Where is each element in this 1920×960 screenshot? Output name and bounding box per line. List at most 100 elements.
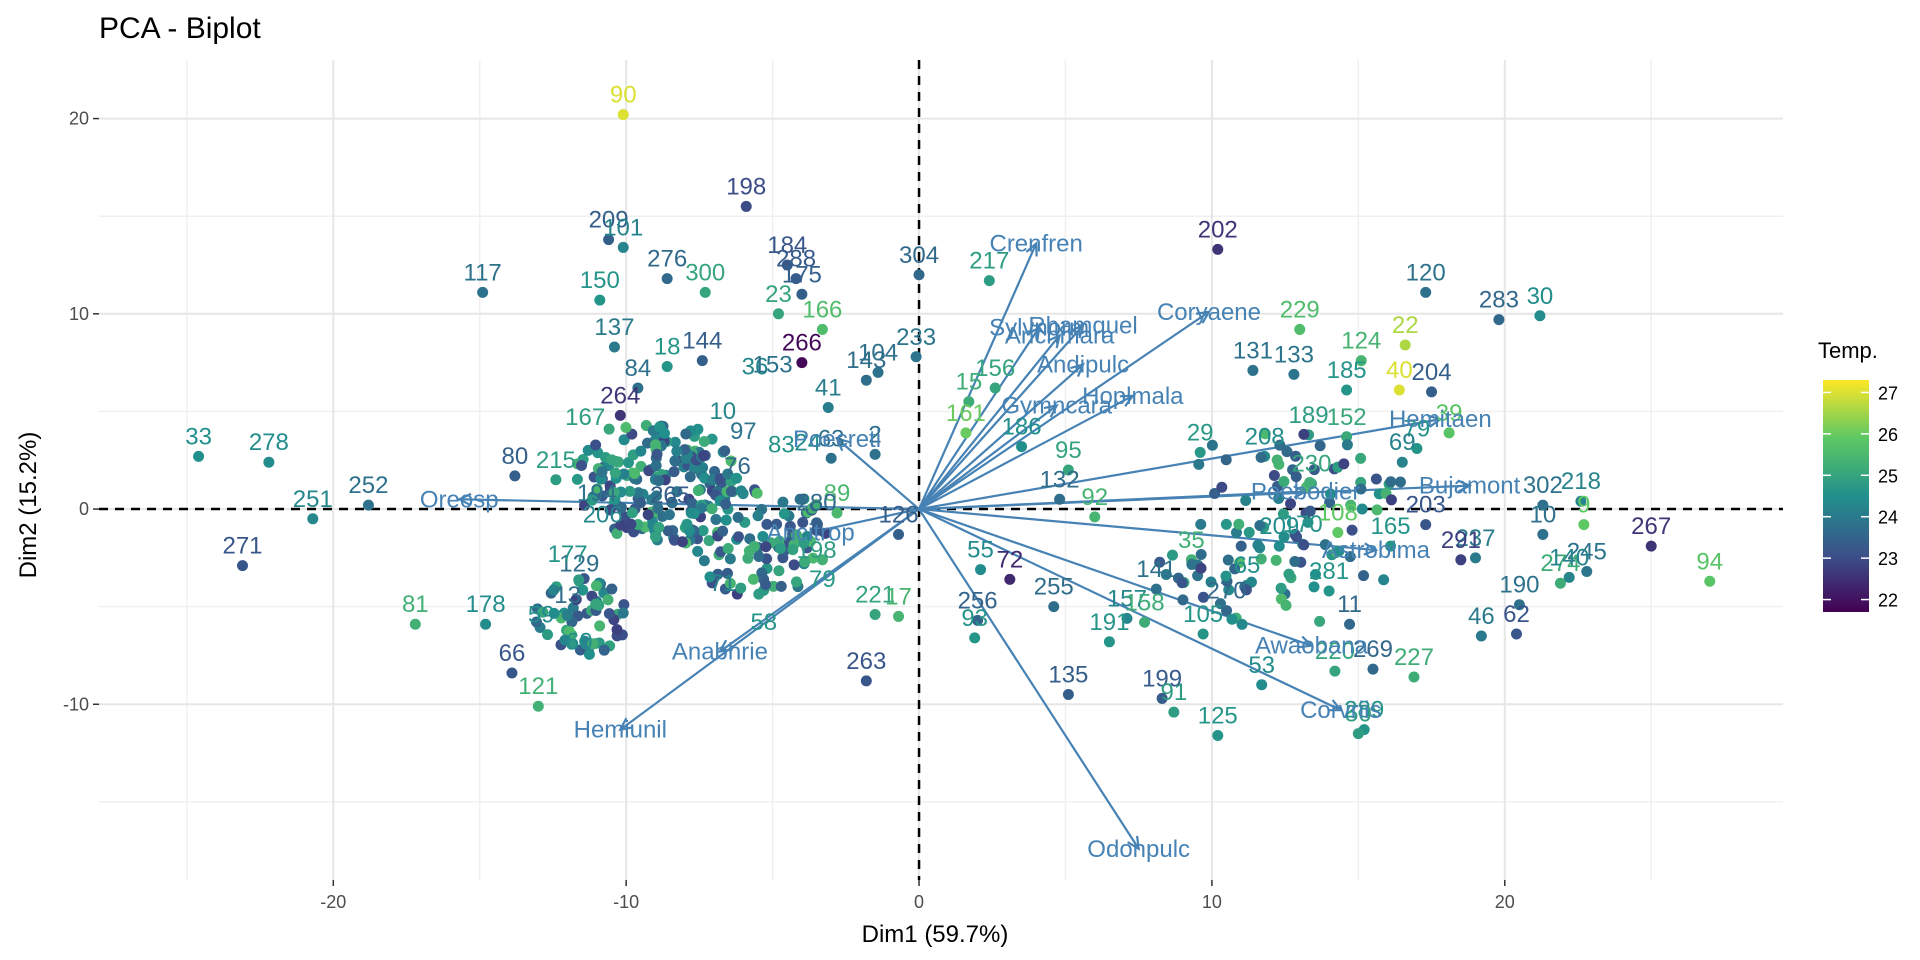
observation-point — [263, 456, 275, 468]
y-tick-label: 10 — [69, 304, 89, 324]
observation-label: 81 — [402, 591, 429, 618]
observation-label: 2 — [868, 421, 881, 448]
observation-point — [532, 700, 544, 712]
observation-label: 217 — [969, 248, 1009, 275]
observation-label: 36 — [742, 353, 769, 380]
observation-point — [1214, 598, 1226, 610]
variable-arrow-head — [1025, 241, 1038, 257]
observation-label: 199 — [1142, 665, 1182, 692]
observation-point — [747, 573, 759, 585]
observation-point — [799, 556, 811, 568]
observation-label: 157 — [1107, 585, 1147, 612]
observation-label: 166 — [802, 296, 842, 323]
observation-point — [1156, 692, 1168, 704]
observation-point — [604, 504, 616, 516]
observation-point — [1304, 476, 1316, 488]
observation-label: 17 — [885, 583, 912, 610]
observation-label: 276 — [647, 246, 687, 273]
observation-point — [913, 269, 925, 281]
observation-label: 263 — [846, 648, 886, 675]
observation-point — [477, 286, 489, 298]
observation-point — [685, 507, 697, 519]
observation-label: 288 — [776, 246, 816, 273]
observation-label: 289 — [1344, 697, 1384, 724]
observation-point — [609, 467, 621, 479]
observation-point — [1195, 549, 1207, 561]
observation-label: 55 — [967, 537, 994, 564]
observation-label: 302 — [1523, 472, 1563, 499]
observation-point — [571, 473, 583, 485]
observation-point — [617, 109, 629, 121]
variable-arrow-line — [918, 418, 1441, 511]
observation-point — [1378, 574, 1390, 586]
observation-point — [596, 466, 608, 478]
observation-point — [1194, 446, 1206, 458]
observation-point — [615, 519, 627, 531]
observation-point — [1288, 368, 1300, 380]
observation-point — [1319, 539, 1331, 551]
observation-point — [819, 527, 831, 539]
variable-arrow-line — [619, 508, 920, 731]
observation-label: 133 — [1274, 341, 1314, 368]
observation-point — [748, 540, 760, 552]
observation-point — [1346, 524, 1358, 536]
observation-point — [698, 555, 710, 567]
observation-point — [778, 508, 790, 520]
observation-point — [1197, 628, 1209, 640]
observation-point — [548, 584, 560, 596]
observation-label: 202 — [1198, 216, 1238, 243]
observation-label: 185 — [1327, 357, 1367, 384]
variable-arrow-line — [918, 508, 1342, 712]
observation-label: 9 — [1577, 492, 1590, 519]
observation-point — [1358, 570, 1370, 582]
observation-point — [617, 607, 629, 619]
observation-label: 108 — [1318, 499, 1358, 526]
variable-label: Anabhrie — [672, 639, 768, 666]
observation-point — [1220, 518, 1232, 530]
observation-point — [975, 564, 987, 576]
variable-label: Poecreti — [793, 426, 881, 453]
observation-point — [1275, 582, 1287, 594]
variable-arrow-head — [1047, 333, 1062, 349]
observation-point — [703, 535, 715, 547]
observation-point — [710, 513, 722, 525]
observation-point — [1385, 494, 1397, 506]
observation-label: 59 — [528, 601, 555, 628]
observation-point — [606, 583, 618, 595]
observation-point — [1308, 581, 1320, 593]
observation-point — [1367, 663, 1379, 675]
observation-point — [653, 475, 665, 487]
observation-point — [969, 632, 981, 644]
observation-point — [816, 323, 828, 335]
observation-point — [1103, 636, 1115, 648]
observation-point — [1371, 504, 1383, 516]
variable-arrow-head — [1127, 835, 1141, 851]
observation-point — [1230, 527, 1242, 539]
observation-point — [684, 471, 696, 483]
observation-point — [1216, 481, 1228, 493]
observation-point — [590, 598, 602, 610]
observation-point — [1356, 503, 1368, 515]
observation-point — [872, 366, 884, 378]
variable-arrow-line — [918, 324, 1084, 510]
observation-label: 150 — [580, 267, 620, 294]
observation-point — [869, 608, 881, 620]
observation-label: 62 — [1503, 601, 1530, 628]
observation-point — [618, 434, 630, 446]
x-axis-title: Dim1 (59.7%) — [862, 921, 1009, 948]
observation-label: 79 — [1404, 416, 1431, 443]
observation-point — [860, 374, 872, 386]
observation-point — [1223, 584, 1235, 596]
observation-point — [1240, 494, 1252, 506]
grid-minor — [99, 60, 1783, 880]
observation-label: 203 — [1406, 492, 1446, 519]
observation-label: 191 — [1089, 609, 1129, 636]
variable-arrow-line — [836, 437, 920, 510]
observation-point — [1236, 618, 1248, 630]
observation-point — [717, 525, 729, 537]
observation-point — [1247, 364, 1259, 376]
variable-label: Gymncara — [1001, 393, 1112, 420]
observation-point — [628, 467, 640, 479]
observation-point — [697, 462, 709, 474]
observation-point — [807, 552, 819, 564]
